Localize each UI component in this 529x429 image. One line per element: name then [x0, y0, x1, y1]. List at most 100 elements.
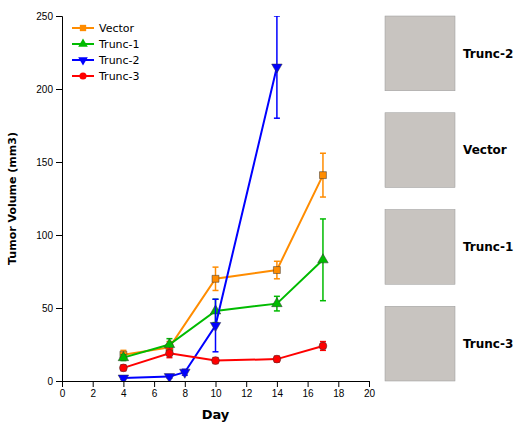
legend-label: Trunc-3 [98, 70, 140, 83]
point [118, 352, 129, 361]
error-bar [274, 261, 280, 279]
series-line [123, 175, 323, 355]
error-bar [213, 267, 219, 290]
point [272, 64, 283, 73]
error-bar [213, 358, 219, 364]
tick-mark [185, 381, 186, 387]
point [318, 254, 329, 263]
legend-entry: Trunc-3 [72, 70, 140, 83]
annotation: Trunc-3 [463, 337, 513, 351]
point [319, 342, 327, 350]
tick: 0 [60, 381, 66, 399]
tick-mark [93, 381, 94, 387]
point [272, 298, 283, 307]
tick-mark [56, 308, 62, 309]
y-axis-title: Tumor Volume (mm3) [6, 132, 19, 265]
image-panel [385, 113, 455, 188]
image-panels: Trunc-2 Vector Trunc-1 Trunc-3 [385, 16, 513, 381]
legend-entry: Trunc-2 [72, 54, 140, 67]
tick: 6 [152, 381, 158, 399]
point [319, 172, 326, 179]
error-bar [320, 342, 326, 351]
legend-label: Vector [99, 22, 135, 35]
y-axis: 0 50 100 150 200 250 [36, 11, 62, 387]
tick: 250 [36, 11, 62, 22]
error-bar [274, 356, 280, 362]
point [212, 357, 220, 365]
tick-label: 200 [36, 84, 53, 95]
legend-entry: Vector [72, 22, 135, 35]
legend-entry: Trunc-1 [72, 38, 140, 51]
tick-label: 150 [36, 157, 53, 168]
point [210, 322, 221, 331]
tick-label: 250 [36, 11, 53, 22]
annotation: Trunc-2 [463, 47, 513, 61]
legend-label: Trunc-2 [98, 54, 140, 67]
tick: 0 [47, 376, 62, 387]
axis-line [56, 17, 63, 382]
tick-mark [338, 381, 339, 387]
tick-label: 4 [121, 388, 127, 399]
legend-marker [80, 25, 86, 31]
point [212, 275, 219, 282]
legend-marker [78, 38, 88, 46]
error-bar [120, 365, 126, 371]
x-axis: 0 2 4 6 8 10 12 14 16 18 20 [60, 381, 376, 399]
tick: 20 [364, 381, 376, 399]
tick: 12 [241, 381, 253, 399]
tick-label: 0 [47, 376, 53, 387]
tick-mark [246, 381, 247, 387]
tick-mark [123, 381, 124, 387]
chart: 02468101214161820050100150200250VectorTr… [0, 0, 529, 429]
tick-mark [56, 162, 62, 163]
tick-mark [277, 381, 278, 387]
point [118, 375, 129, 381]
tick: 18 [333, 381, 345, 399]
annotation: Vector [463, 143, 507, 157]
point [273, 267, 280, 274]
point [180, 369, 191, 378]
tick-label: 50 [42, 303, 54, 314]
tick-mark [216, 381, 217, 387]
tick-label: 10 [210, 388, 222, 399]
series-line [123, 346, 323, 368]
tick: 50 [42, 303, 62, 314]
tick: 100 [36, 230, 62, 241]
image-panel [385, 210, 455, 285]
point [166, 349, 174, 357]
tick-mark [56, 381, 62, 382]
tick: 4 [121, 381, 127, 399]
tick: 16 [303, 381, 315, 399]
tick-label: 14 [272, 388, 284, 399]
tick-label: 0 [60, 388, 66, 399]
tick-mark [56, 235, 62, 236]
plot-area: 02468101214161820050100150200250VectorTr… [36, 11, 375, 399]
series [118, 16, 282, 381]
tick: 8 [183, 381, 189, 399]
tick: 200 [36, 84, 62, 95]
series [120, 153, 326, 359]
x-axis-title: Day [202, 407, 230, 422]
tick-label: 12 [241, 388, 253, 399]
tick-label: 20 [364, 388, 376, 399]
axis-line [63, 382, 370, 388]
tick-mark [308, 381, 309, 387]
point [164, 374, 175, 381]
tick: 2 [90, 381, 96, 399]
tick: 150 [36, 157, 62, 168]
tick-label: 2 [90, 388, 96, 399]
tick-label: 8 [183, 388, 189, 399]
annotation: Trunc-1 [463, 240, 513, 254]
image-panel [385, 16, 455, 91]
tick-mark [56, 89, 62, 90]
point [273, 355, 281, 363]
legend-marker [79, 72, 86, 79]
tick-label: 18 [333, 388, 345, 399]
series-line [123, 260, 323, 358]
series-group [118, 16, 328, 381]
tick: 14 [272, 381, 284, 399]
tick-mark [154, 381, 155, 387]
tick-label: 16 [303, 388, 315, 399]
point [164, 338, 175, 347]
tick-mark [369, 381, 370, 387]
